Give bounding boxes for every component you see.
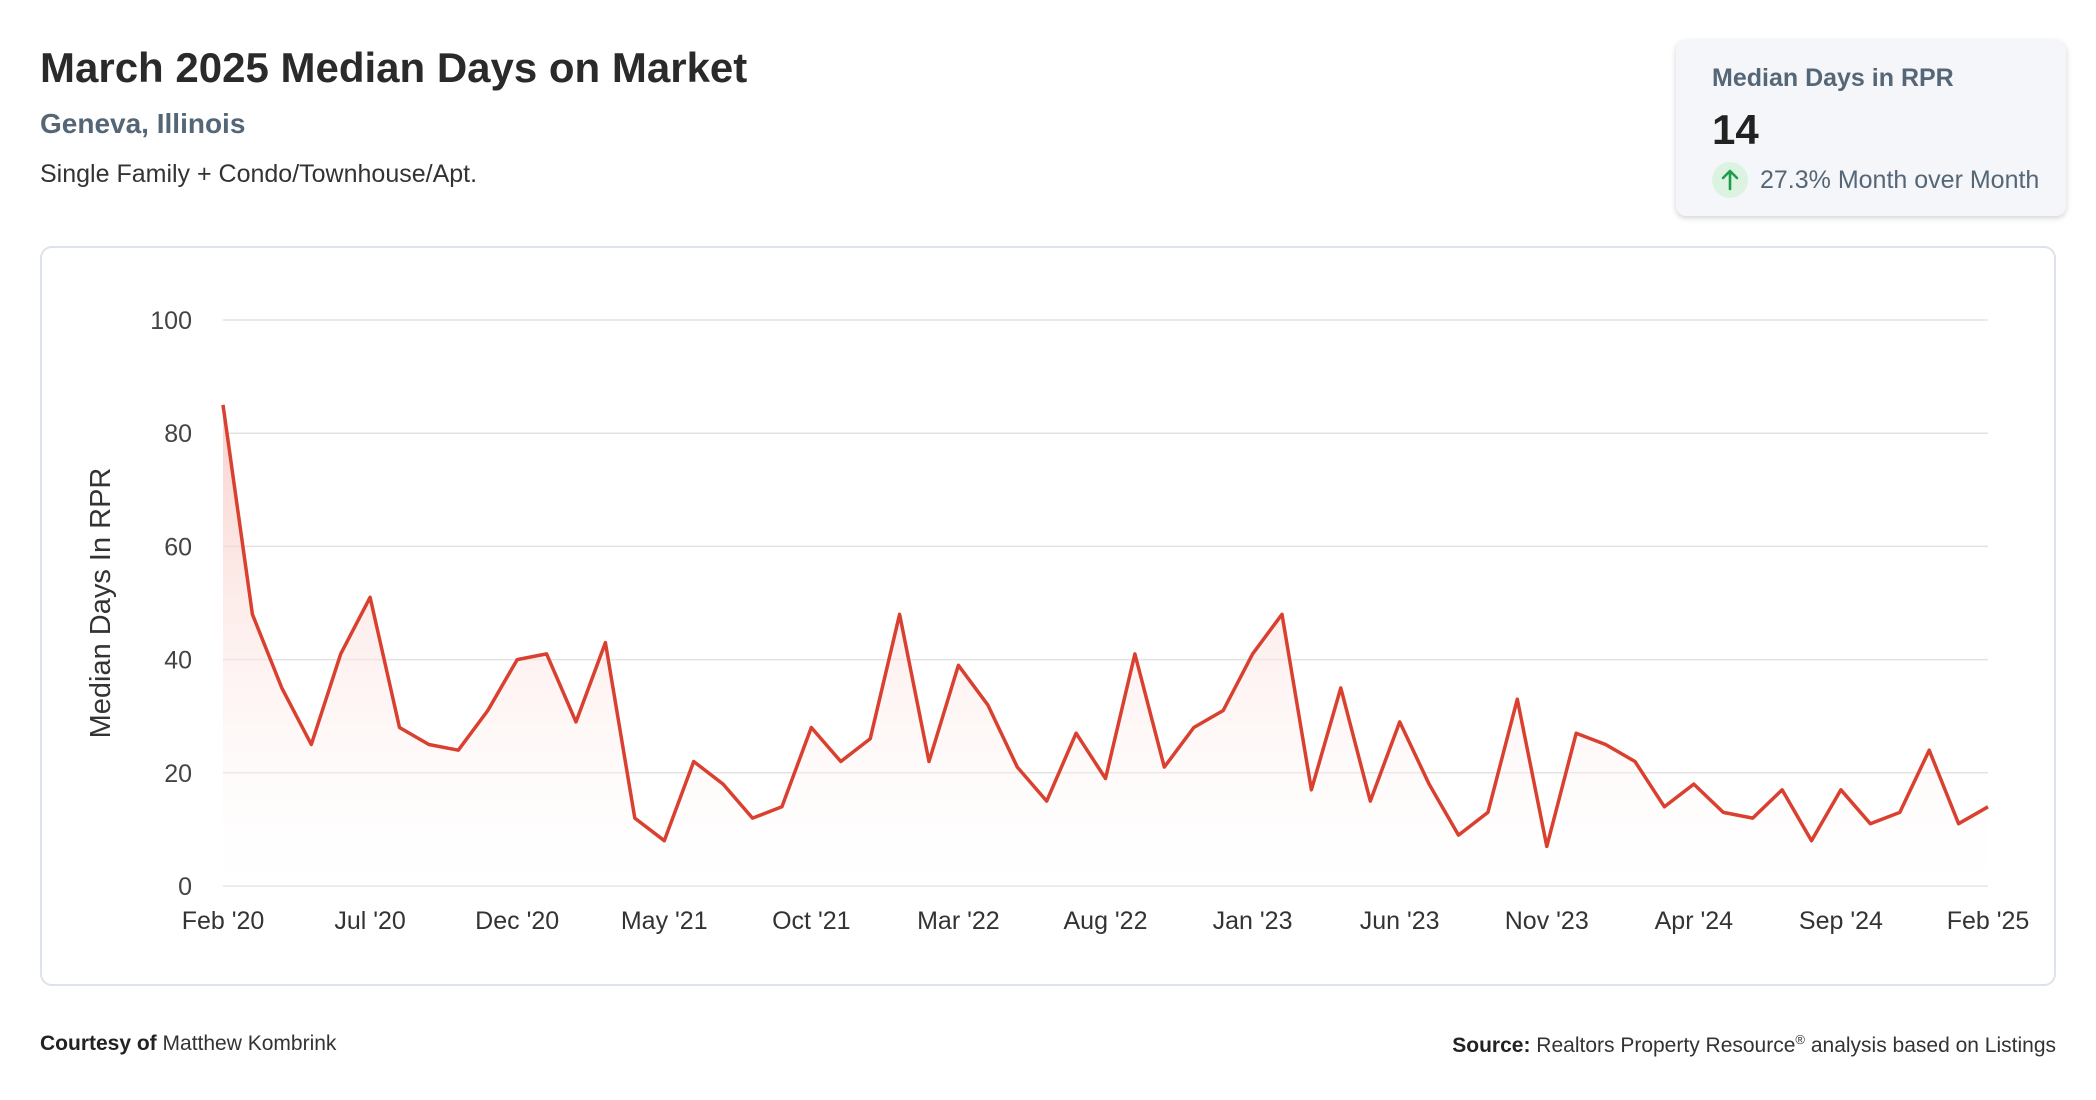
y-tick-label: 100 xyxy=(150,307,192,335)
stat-value: 14 xyxy=(1712,106,1759,153)
source-footer: Source: Realtors Property Resource® anal… xyxy=(1452,1032,2056,1058)
x-tick-label: Mar '22 xyxy=(917,907,1000,935)
y-tick-label: 40 xyxy=(164,647,192,675)
courtesy-footer: Courtesy of Matthew Kombrink xyxy=(40,1032,336,1056)
y-tick-label: 60 xyxy=(164,533,192,561)
property-type-label: Single Family + Condo/Townhouse/Apt. xyxy=(40,160,478,188)
chart-panel: 0 20 40 60 80 100 Median Days In RPR Feb '20 Jul… xyxy=(40,246,2056,986)
x-tick-label: Jan '23 xyxy=(1213,907,1293,935)
x-tick-label: Apr '24 xyxy=(1655,907,1734,935)
y-axis-label: Median Days In RPR xyxy=(85,468,117,739)
x-tick-label: Dec '20 xyxy=(475,907,559,935)
x-tick-label: Feb '20 xyxy=(182,907,265,935)
page-title: March 2025 Median Days on Market xyxy=(40,44,748,91)
arrow-up-icon xyxy=(1712,162,1748,198)
stat-label: Median Days in RPR xyxy=(1712,64,1954,92)
y-tick-label: 20 xyxy=(164,760,192,788)
stat-change: 27.3% Month over Month xyxy=(1712,162,2039,198)
x-tick-label: May '21 xyxy=(621,907,708,935)
stat-change-text: 27.3% Month over Month xyxy=(1760,165,2040,194)
location-label: Geneva, Illinois xyxy=(40,108,246,139)
registered-mark: ® xyxy=(1795,1032,1805,1047)
median-days-card: Median Days in RPR 14 27.3% Month over M… xyxy=(1676,40,2066,216)
x-tick-label: Jun '23 xyxy=(1360,907,1440,935)
source-text: Realtors Property Resource xyxy=(1536,1034,1796,1057)
x-tick-label: Nov '23 xyxy=(1505,907,1589,935)
x-tick-label: Oct '21 xyxy=(772,907,850,935)
x-tick-label: Jul '20 xyxy=(334,907,405,935)
courtesy-label: Courtesy of xyxy=(40,1032,157,1055)
series-area xyxy=(223,404,1988,886)
series-line xyxy=(221,404,1989,849)
source-suffix: analysis based on Listings xyxy=(1810,1034,2056,1057)
x-tick-label: Feb '25 xyxy=(1947,907,2030,935)
y-tick-label: 0 xyxy=(178,873,192,901)
x-tick-label: Sep '24 xyxy=(1799,907,1883,935)
source-label: Source: xyxy=(1452,1034,1531,1057)
y-tick-label: 80 xyxy=(164,420,192,448)
x-tick-label: Aug '22 xyxy=(1063,907,1147,935)
median-days-chart: 0 20 40 60 80 100 Median Days In RPR Feb '20 Jul… xyxy=(85,307,2030,935)
courtesy-name: Matthew Kombrink xyxy=(162,1032,337,1055)
